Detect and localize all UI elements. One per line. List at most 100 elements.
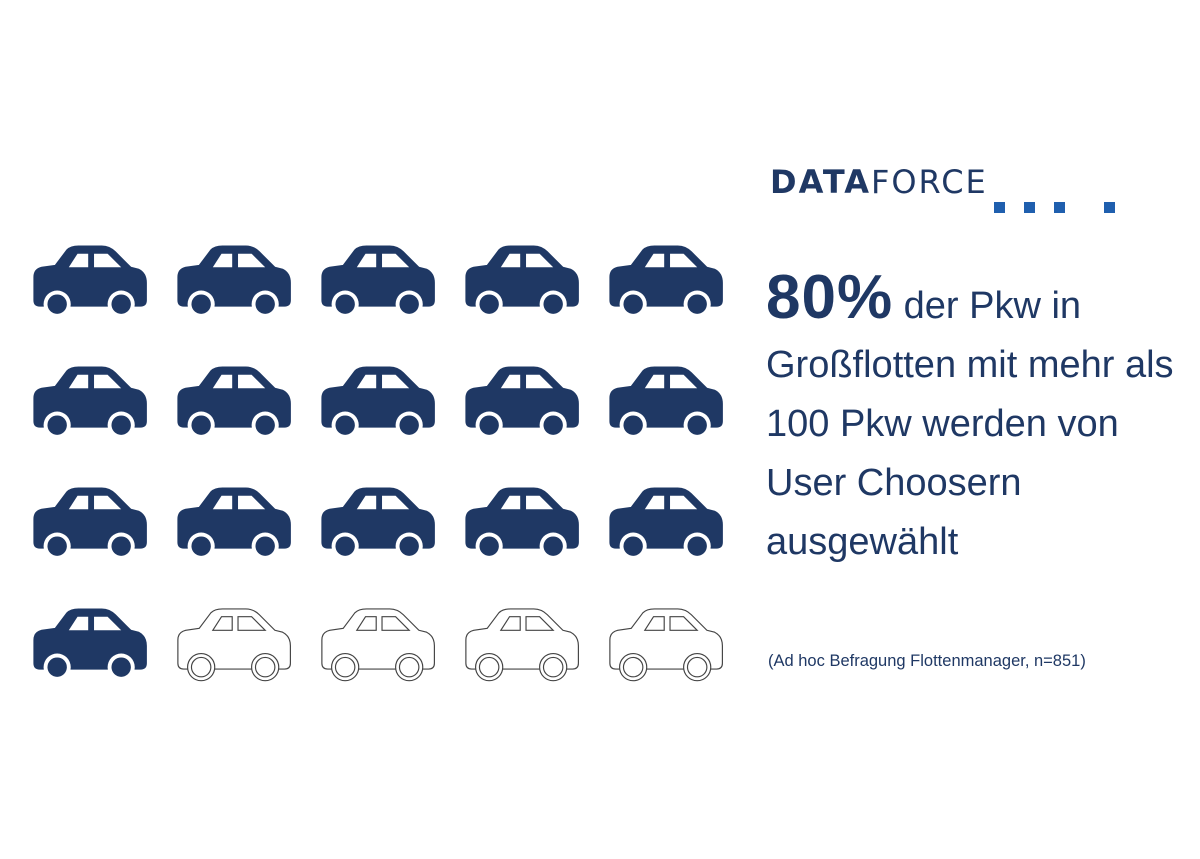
car-wheel-hub (622, 656, 644, 678)
car-wheel-hub (254, 656, 276, 678)
car-window-rear (382, 495, 410, 510)
car-window-front (212, 253, 233, 268)
logo-text-data: DATA (770, 163, 871, 201)
car-wheel-hub (111, 415, 131, 435)
car-icon-filled (321, 245, 435, 318)
car-window-front (500, 253, 521, 268)
car-wheel-hub (687, 294, 707, 314)
car-window-front (644, 374, 665, 389)
car-window-rear (238, 374, 266, 389)
car-window-front (499, 616, 521, 631)
car-wheel-hub (543, 294, 563, 314)
car-wheel-hub (255, 415, 275, 435)
car-wheel-hub (191, 294, 211, 314)
car-pictogram-chart (33, 245, 723, 682)
car-window-rear (670, 374, 698, 389)
car-window-front (356, 495, 377, 510)
car-wheel-hub (111, 657, 131, 677)
car-icon-filled (609, 245, 723, 318)
car-wheel-hub (335, 536, 355, 556)
car-wheel-hub (190, 656, 212, 678)
car-wheel-hub (479, 536, 499, 556)
car-icon-filled (33, 245, 147, 318)
car-icon-filled (321, 366, 435, 439)
car-window-front (68, 374, 89, 389)
car-window-rear (94, 495, 122, 510)
car-wheel-hub (47, 415, 67, 435)
car-wheel-hub (47, 536, 67, 556)
car-wheel-hub (334, 656, 356, 678)
car-wheel-hub (542, 656, 564, 678)
car-window-rear (526, 495, 554, 510)
car-wheel-hub (47, 294, 67, 314)
car-wheel-hub (335, 294, 355, 314)
car-window-front (356, 253, 377, 268)
car-wheel-hub (543, 536, 563, 556)
car-icon-filled (465, 487, 579, 560)
car-icon-filled (177, 366, 291, 439)
car-icon-filled (33, 487, 147, 560)
car-window-front (643, 616, 665, 631)
car-window-front (355, 616, 377, 631)
car-window-rear (382, 374, 410, 389)
car-window-front (212, 495, 233, 510)
car-wheel-hub (623, 536, 643, 556)
car-window-front (68, 616, 89, 631)
car-wheel-hub (47, 657, 67, 677)
car-wheel-hub (479, 415, 499, 435)
logo-text-force: FORCE (870, 163, 988, 201)
car-window-rear (670, 495, 698, 510)
car-wheel-hub (335, 415, 355, 435)
car-wheel-hub (686, 656, 708, 678)
car-icon-empty (321, 608, 435, 682)
car-wheel-hub (687, 415, 707, 435)
car-wheel-hub (399, 294, 419, 314)
logo-dot-1 (994, 202, 1005, 213)
car-wheel-hub (398, 656, 420, 678)
headline-percent: 80% (766, 263, 894, 332)
car-window-rear (238, 495, 266, 510)
car-wheel-hub (543, 415, 563, 435)
car-icon-filled (465, 245, 579, 318)
source-note: (Ad hoc Befragung Flottenmanager, n=851) (768, 652, 1086, 670)
car-window-rear (94, 374, 122, 389)
car-wheel-hub (623, 415, 643, 435)
car-wheel-hub (687, 536, 707, 556)
car-icon-filled (609, 487, 723, 560)
car-window-rear (526, 253, 554, 268)
car-window-rear (381, 616, 411, 631)
car-window-front (68, 253, 89, 268)
logo-dot-4 (1104, 202, 1115, 213)
car-window-rear (382, 253, 410, 268)
car-window-front (356, 374, 377, 389)
car-icon-filled (177, 245, 291, 318)
car-wheel-hub (623, 294, 643, 314)
car-icon-filled (321, 487, 435, 560)
logo-dot-3 (1054, 202, 1065, 213)
car-window-front (212, 374, 233, 389)
car-window-rear (669, 616, 699, 631)
car-window-rear (525, 616, 555, 631)
car-window-rear (526, 374, 554, 389)
car-window-front (644, 495, 665, 510)
dataforce-logo: DATAFORCE (770, 160, 1130, 220)
headline-text: der Pkw in Großflotten mit mehr als 100 … (766, 285, 1174, 563)
car-wheel-hub (479, 294, 499, 314)
car-window-front (644, 253, 665, 268)
logo-dot-2 (1024, 202, 1035, 213)
car-window-front (500, 374, 521, 389)
car-icon-empty (609, 608, 723, 682)
car-icon-empty (177, 608, 291, 682)
car-icon-filled (33, 608, 147, 681)
car-window-rear (670, 253, 698, 268)
car-icon-filled (33, 366, 147, 439)
car-wheel-hub (478, 656, 500, 678)
car-window-rear (238, 253, 266, 268)
car-icon-filled (465, 366, 579, 439)
car-wheel-hub (191, 415, 211, 435)
car-window-front (68, 495, 89, 510)
car-window-rear (94, 616, 122, 631)
car-wheel-hub (399, 536, 419, 556)
car-wheel-hub (111, 294, 131, 314)
car-wheel-hub (191, 536, 211, 556)
